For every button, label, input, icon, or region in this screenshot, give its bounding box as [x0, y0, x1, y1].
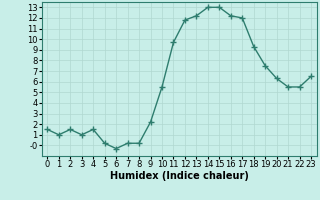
X-axis label: Humidex (Indice chaleur): Humidex (Indice chaleur) [110, 171, 249, 181]
